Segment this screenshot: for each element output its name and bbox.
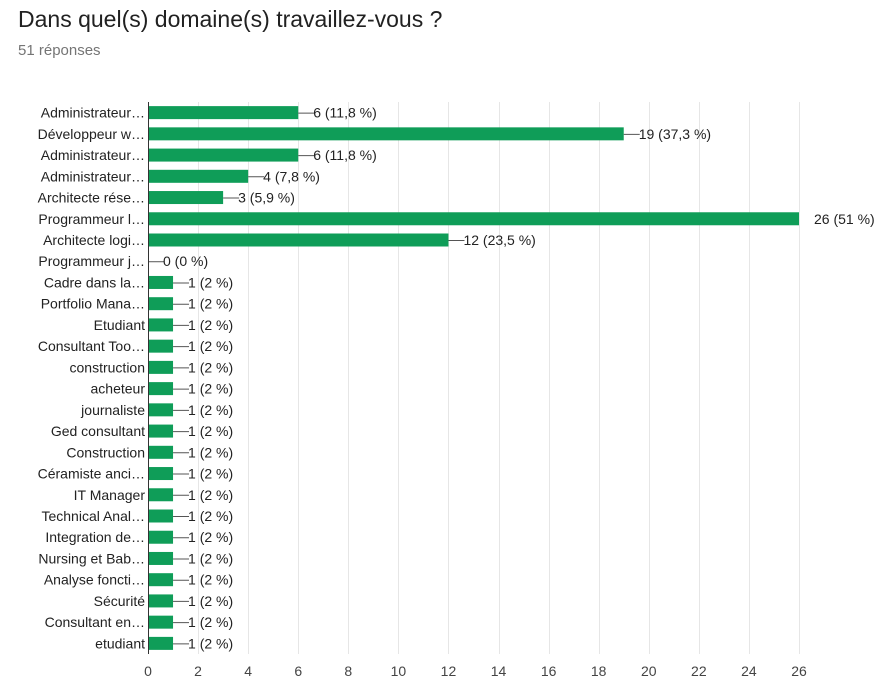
category-label: Consultant en…	[45, 614, 145, 630]
category-label: Administrateur…	[41, 147, 145, 163]
value-label: 0 (0 %)	[163, 253, 208, 269]
value-label: 1 (2 %)	[188, 593, 233, 609]
bar	[149, 594, 174, 608]
bar	[149, 509, 174, 523]
category-label: Ged consultant	[51, 423, 145, 439]
value-label: 3 (5,9 %)	[238, 190, 295, 206]
bar	[149, 339, 174, 353]
x-tick-label: 10	[391, 663, 407, 679]
bar	[149, 191, 224, 205]
x-tick-label: 12	[441, 663, 457, 679]
chart-title: Dans quel(s) domaine(s) travaillez-vous …	[18, 6, 443, 32]
value-label: 1 (2 %)	[188, 381, 233, 397]
bar	[149, 382, 174, 396]
category-label: Administrateur…	[41, 105, 145, 121]
x-tick-label: 24	[741, 663, 757, 679]
bar	[149, 551, 174, 565]
value-label: 1 (2 %)	[188, 529, 233, 545]
value-label: 1 (2 %)	[188, 402, 233, 418]
bar	[149, 233, 449, 247]
category-label: Programmeur j…	[38, 253, 145, 269]
grid-lines	[198, 102, 800, 654]
bar	[149, 127, 624, 141]
value-label: 1 (2 %)	[188, 614, 233, 630]
bar	[149, 424, 174, 438]
category-label: Sécurité	[94, 593, 146, 609]
bar	[149, 212, 799, 226]
category-label: Programmeur l…	[38, 211, 145, 227]
bar	[149, 169, 249, 183]
category-label: construction	[70, 359, 145, 375]
category-label: Cadre dans la…	[44, 274, 145, 290]
x-tick-label: 14	[491, 663, 507, 679]
value-label: 1 (2 %)	[188, 423, 233, 439]
value-label: 12 (23,5 %)	[463, 232, 535, 248]
value-label: 1 (2 %)	[188, 317, 233, 333]
value-labels: 6 (11,8 %) 19 (37,3 %) 6 (11,8 %) 4 (7,8 %)…	[148, 105, 875, 651]
category-label: Construction	[66, 444, 145, 460]
category-label: Céramiste anci…	[38, 466, 145, 482]
value-label: 1 (2 %)	[188, 487, 233, 503]
value-label: 19 (37,3 %)	[639, 126, 711, 142]
value-label: 1 (2 %)	[188, 550, 233, 566]
bars	[149, 106, 799, 650]
value-label: 1 (2 %)	[188, 508, 233, 524]
value-label: 26 (51 %)	[814, 211, 875, 227]
category-label: Portfolio Mana…	[41, 296, 145, 312]
x-tick-label: 22	[691, 663, 707, 679]
category-label: journaliste	[80, 402, 145, 418]
bar	[149, 445, 174, 459]
bar	[149, 403, 174, 417]
x-tick-label: 16	[541, 663, 557, 679]
category-label: Integration de…	[45, 529, 145, 545]
value-label: 1 (2 %)	[188, 444, 233, 460]
value-label: 4 (7,8 %)	[263, 168, 320, 184]
bar	[149, 615, 174, 629]
category-label: etudiant	[95, 635, 145, 651]
bar	[149, 106, 299, 120]
category-label: Administrateur…	[41, 168, 145, 184]
bar	[149, 148, 299, 162]
x-tick-label: 20	[641, 663, 657, 679]
bar	[149, 636, 174, 650]
category-label: Architecte logi…	[43, 232, 145, 248]
value-label: 1 (2 %)	[188, 635, 233, 651]
x-tick-label: 8	[344, 663, 352, 679]
x-tick-label: 2	[194, 663, 202, 679]
bar	[149, 360, 174, 374]
value-label: 1 (2 %)	[188, 296, 233, 312]
value-label: 1 (2 %)	[188, 359, 233, 375]
category-label: Technical Anal…	[41, 508, 145, 524]
bar	[149, 573, 174, 587]
value-label: 6 (11,8 %)	[313, 147, 377, 163]
x-tick-label: 0	[144, 663, 152, 679]
response-count: 51 réponses	[18, 42, 101, 59]
value-label: 6 (11,8 %)	[313, 105, 377, 121]
bar	[149, 297, 174, 311]
bar	[149, 318, 174, 332]
category-label: Nursing et Bab…	[38, 550, 145, 566]
x-tick-label: 4	[244, 663, 252, 679]
category-label: Architecte rése…	[38, 190, 145, 206]
category-label: Consultant Too…	[38, 338, 145, 354]
category-label: Analyse foncti…	[44, 572, 145, 588]
bar	[149, 488, 174, 502]
x-tick-label: 6	[294, 663, 302, 679]
category-label: Etudiant	[94, 317, 145, 333]
bar	[149, 530, 174, 544]
x-axis-ticks: 0 2 4 6 8 10 12 14 16 18 20 22 24 26	[144, 663, 807, 679]
category-label: IT Manager	[74, 487, 146, 503]
bar	[149, 467, 174, 481]
x-tick-label: 18	[591, 663, 607, 679]
value-label: 1 (2 %)	[188, 572, 233, 588]
category-label: Développeur w…	[38, 126, 145, 142]
value-label: 1 (2 %)	[188, 466, 233, 482]
value-label: 1 (2 %)	[188, 338, 233, 354]
category-labels: Administrateur… Développeur w… Administrat…	[38, 105, 146, 652]
bar	[149, 275, 174, 289]
x-tick-label: 26	[791, 663, 807, 679]
value-label: 1 (2 %)	[188, 274, 233, 290]
category-label: acheteur	[91, 381, 146, 397]
